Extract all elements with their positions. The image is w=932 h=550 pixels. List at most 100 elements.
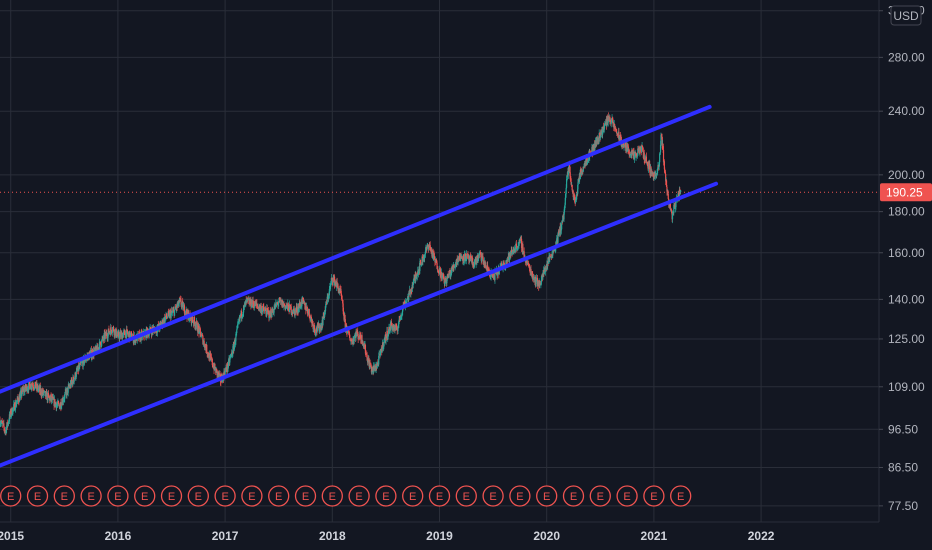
- candle-body[interactable]: [383, 338, 385, 343]
- candle-body[interactable]: [429, 245, 431, 248]
- candle-body[interactable]: [56, 404, 58, 409]
- candle-body[interactable]: [55, 402, 57, 404]
- candle-body[interactable]: [104, 334, 106, 340]
- candle-body[interactable]: [436, 262, 438, 270]
- candle-body[interactable]: [606, 116, 608, 126]
- candle-body[interactable]: [200, 334, 203, 337]
- candle-body[interactable]: [556, 238, 558, 245]
- candle-body[interactable]: [350, 339, 352, 341]
- candle-body[interactable]: [300, 305, 303, 307]
- candle-body[interactable]: [5, 427, 8, 433]
- candle-body[interactable]: [358, 337, 360, 339]
- candle-body[interactable]: [392, 327, 394, 331]
- candle-body[interactable]: [237, 322, 239, 325]
- candle-body[interactable]: [433, 253, 435, 256]
- candle-body[interactable]: [527, 262, 530, 264]
- candle-body[interactable]: [425, 247, 427, 251]
- candle-body[interactable]: [242, 314, 244, 317]
- candle-body[interactable]: [70, 379, 72, 387]
- candle-body[interactable]: [399, 316, 401, 318]
- candle-body[interactable]: [652, 172, 654, 177]
- earnings-marker[interactable]: E: [428, 485, 451, 507]
- candle-body[interactable]: [406, 298, 409, 300]
- earnings-marker[interactable]: E: [294, 485, 317, 507]
- candle-body[interactable]: [594, 144, 596, 150]
- candle-body[interactable]: [667, 193, 669, 199]
- candle-body[interactable]: [518, 240, 521, 242]
- candle-body[interactable]: [177, 300, 180, 306]
- candle-body[interactable]: [14, 409, 16, 411]
- candle-body[interactable]: [129, 334, 131, 339]
- candle-body[interactable]: [371, 368, 373, 372]
- candle-body[interactable]: [454, 265, 457, 267]
- candle-body[interactable]: [478, 254, 480, 258]
- candle-body[interactable]: [519, 240, 521, 241]
- candle-body[interactable]: [607, 115, 609, 123]
- candle-body[interactable]: [609, 121, 611, 123]
- candle-body[interactable]: [510, 250, 512, 255]
- candle-body[interactable]: [551, 254, 553, 259]
- candle-body[interactable]: [378, 355, 380, 365]
- candle-body[interactable]: [662, 150, 665, 163]
- candle-body[interactable]: [398, 316, 400, 321]
- candle-body[interactable]: [469, 256, 471, 262]
- candle-body[interactable]: [120, 333, 122, 337]
- earnings-marker[interactable]: E: [482, 485, 504, 507]
- candle-body[interactable]: [106, 332, 108, 337]
- candle-body[interactable]: [354, 335, 356, 337]
- candle-body[interactable]: [264, 309, 267, 311]
- candle-body[interactable]: [306, 306, 308, 310]
- candle-body[interactable]: [541, 275, 543, 280]
- candle-body[interactable]: [396, 326, 398, 330]
- candle-body[interactable]: [565, 178, 568, 188]
- candle-body[interactable]: [167, 311, 170, 313]
- candle-body[interactable]: [21, 388, 23, 394]
- candle-body[interactable]: [199, 328, 201, 333]
- candle-body[interactable]: [570, 178, 572, 183]
- candle-body[interactable]: [659, 144, 662, 153]
- earnings-marker[interactable]: E: [348, 485, 370, 507]
- candle-body[interactable]: [47, 393, 49, 401]
- candle-body[interactable]: [187, 309, 189, 315]
- candle-body[interactable]: [309, 315, 311, 317]
- candle-body[interactable]: [267, 310, 270, 312]
- candle-body[interactable]: [212, 365, 214, 367]
- candle-body[interactable]: [236, 327, 238, 330]
- candle-body[interactable]: [439, 269, 442, 277]
- candle-body[interactable]: [238, 321, 240, 323]
- candle-body[interactable]: [670, 208, 672, 210]
- candle-body[interactable]: [602, 126, 605, 132]
- candle-body[interactable]: [182, 302, 184, 310]
- candle-body[interactable]: [553, 249, 555, 251]
- candle-body[interactable]: [196, 321, 198, 323]
- candle-body[interactable]: [111, 331, 113, 333]
- candle-body[interactable]: [382, 342, 384, 349]
- candle-body[interactable]: [437, 268, 439, 272]
- candle-body[interactable]: [171, 312, 174, 313]
- candle-body[interactable]: [304, 302, 306, 309]
- candle-body[interactable]: [167, 311, 169, 317]
- candle-body[interactable]: [26, 389, 29, 392]
- candle-body[interactable]: [511, 250, 513, 253]
- candle-body[interactable]: [499, 265, 502, 267]
- candle-body[interactable]: [325, 301, 327, 307]
- candle-body[interactable]: [641, 146, 643, 152]
- candle-body[interactable]: [586, 161, 588, 164]
- candle-body[interactable]: [564, 197, 566, 205]
- candle-body[interactable]: [292, 308, 294, 314]
- candle-body[interactable]: [318, 329, 321, 332]
- candle-body[interactable]: [424, 250, 427, 255]
- candle-body[interactable]: [549, 255, 551, 260]
- candle-body[interactable]: [573, 194, 575, 197]
- candle-body[interactable]: [387, 334, 389, 337]
- candle-body[interactable]: [566, 175, 568, 179]
- candle-body[interactable]: [436, 260, 438, 263]
- candle-body[interactable]: [379, 349, 382, 356]
- candle-body[interactable]: [582, 167, 584, 172]
- candle-body[interactable]: [78, 365, 80, 371]
- candle-body[interactable]: [85, 359, 87, 361]
- candle-body[interactable]: [558, 231, 560, 236]
- candle-body[interactable]: [278, 301, 280, 304]
- candle-body[interactable]: [374, 365, 376, 371]
- candle-body[interactable]: [614, 128, 617, 129]
